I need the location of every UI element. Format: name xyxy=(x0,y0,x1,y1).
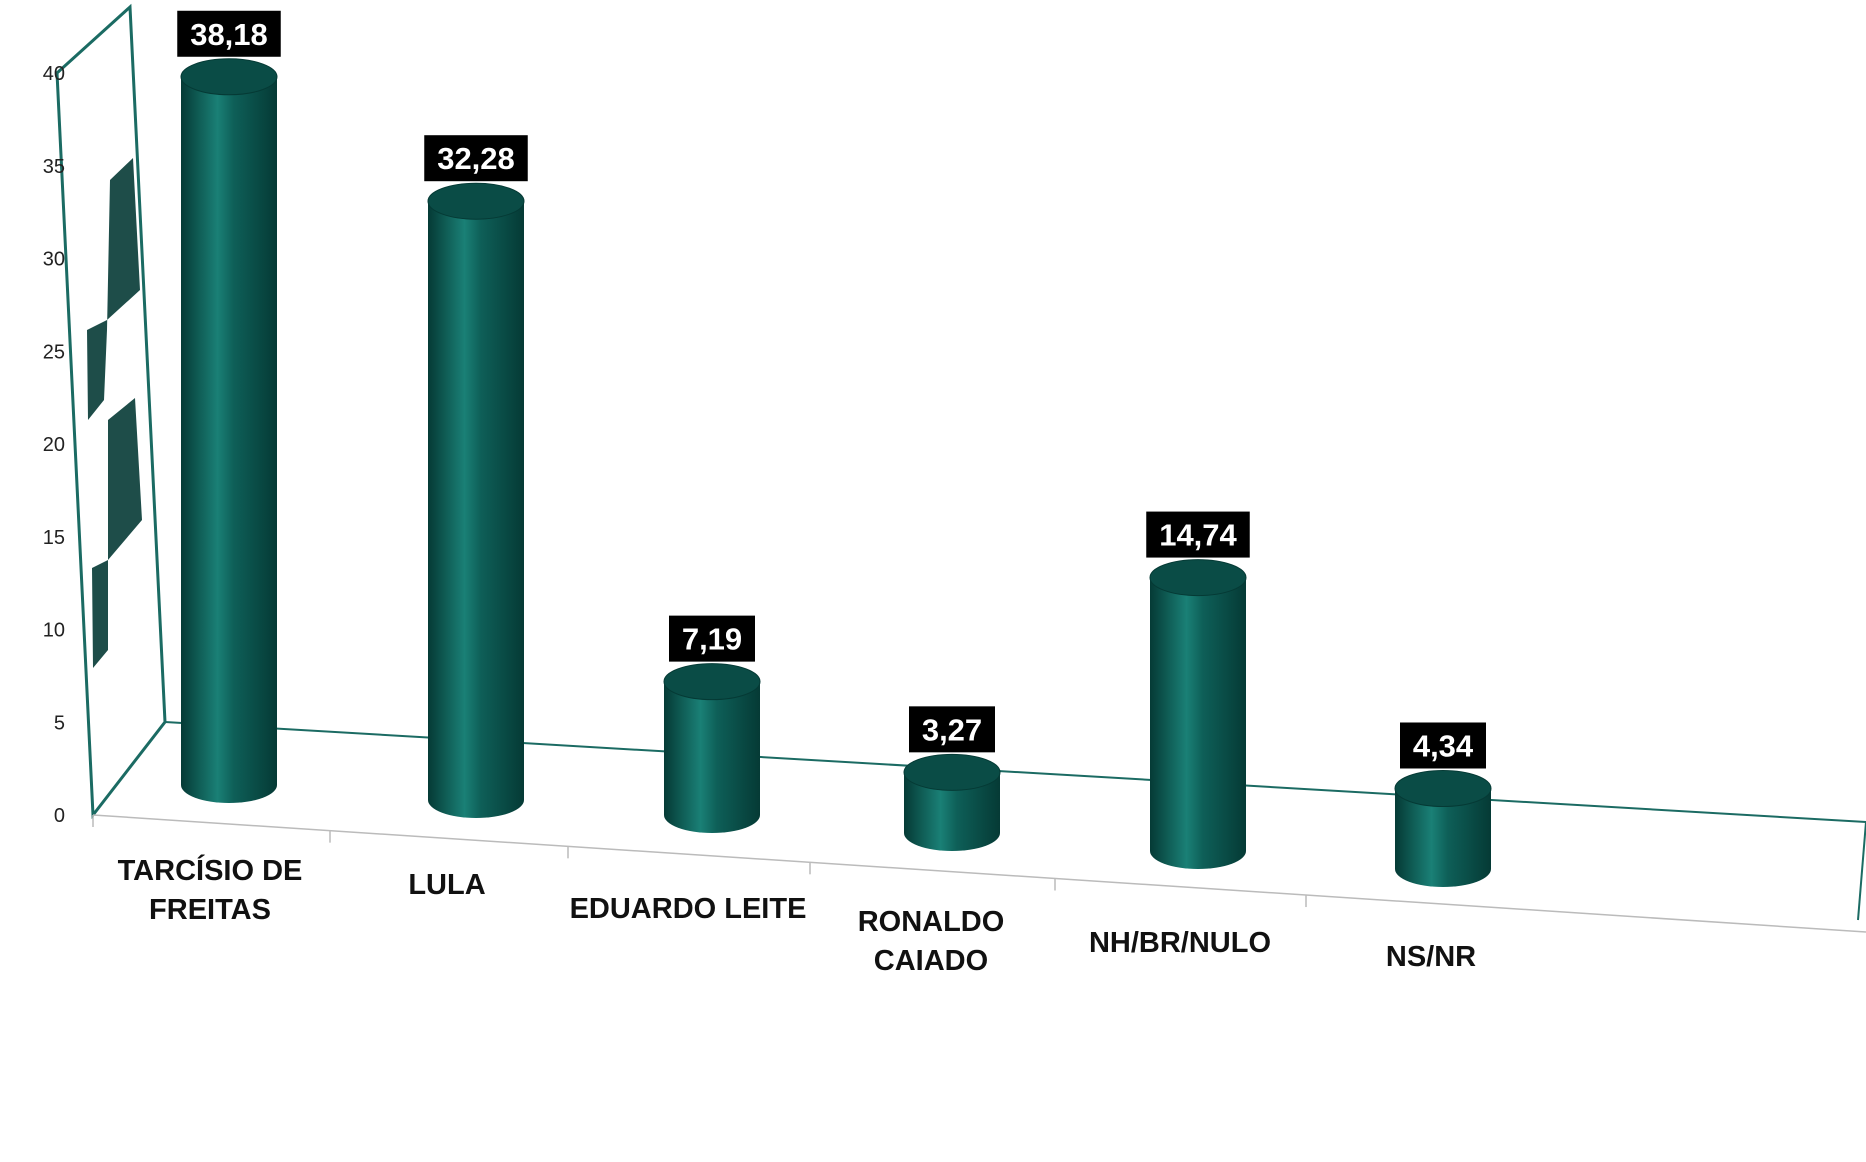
bar xyxy=(1394,769,1492,887)
bar-top xyxy=(427,182,525,220)
category-label: NS/NR xyxy=(1386,941,1476,973)
wall-stripe xyxy=(87,158,140,420)
y-axis: 0 5 10 15 20 25 30 35 40 xyxy=(43,63,65,827)
y-tick-label: 0 xyxy=(54,805,65,827)
bar xyxy=(1149,559,1247,869)
bar-top xyxy=(1394,769,1492,807)
floor-right-edge xyxy=(1857,821,1866,921)
bar-body xyxy=(181,76,277,804)
side-wall xyxy=(55,3,167,820)
floor-front-edge xyxy=(92,814,1866,933)
data-label: 4,34 xyxy=(1413,728,1474,763)
y-tick-label: 5 xyxy=(54,712,65,734)
data-label: 14,74 xyxy=(1159,518,1237,553)
bar xyxy=(180,58,278,804)
data-label-box xyxy=(1146,511,1250,558)
y-tick-label: 35 xyxy=(43,156,65,178)
bar-top xyxy=(663,663,761,701)
data-label: 38,18 xyxy=(190,17,268,52)
category-label: LULA xyxy=(408,869,485,901)
y-tick-label: 25 xyxy=(43,341,65,363)
data-label: 7,19 xyxy=(682,622,742,657)
y-tick-label: 15 xyxy=(43,527,65,549)
data-label: 3,27 xyxy=(922,712,982,747)
bar xyxy=(903,753,1001,851)
x-axis: TARCÍSIO DE FREITAS LULA EDUARDO LEITE RONAL… xyxy=(92,815,1476,977)
bar-body xyxy=(904,772,1000,851)
bar-top xyxy=(903,753,1001,791)
bar-top xyxy=(1149,559,1247,597)
bar xyxy=(663,663,761,833)
data-label-box xyxy=(669,615,755,662)
data-label-box xyxy=(424,135,528,182)
bars xyxy=(180,58,1492,887)
bar-body xyxy=(1395,788,1491,887)
y-tick-label: 30 xyxy=(43,249,65,271)
bar-top xyxy=(180,58,278,96)
data-label-box xyxy=(1400,722,1486,769)
bar-body xyxy=(1150,577,1246,869)
category-label: RONALDO CAIADO xyxy=(858,906,1005,977)
data-labels: 38,18 32,28 7,19 3,27 14,74 4,34 xyxy=(177,10,1486,769)
floor-back-edge xyxy=(164,721,1866,823)
y-tick-label: 10 xyxy=(43,620,65,642)
bar-body xyxy=(428,201,524,818)
y-tick-label: 40 xyxy=(43,63,65,85)
y-tick-label: 20 xyxy=(43,434,65,456)
wall-stripe xyxy=(92,398,142,668)
category-label: TARCÍSIO DE FREITAS xyxy=(118,853,303,926)
bar-body xyxy=(664,681,760,833)
category-label: NH/BR/NULO xyxy=(1089,927,1271,959)
category-label: EDUARDO LEITE xyxy=(570,893,807,925)
bar xyxy=(427,182,525,818)
data-label: 32,28 xyxy=(437,141,515,176)
data-label-box xyxy=(909,706,995,753)
data-label-box xyxy=(177,10,281,57)
